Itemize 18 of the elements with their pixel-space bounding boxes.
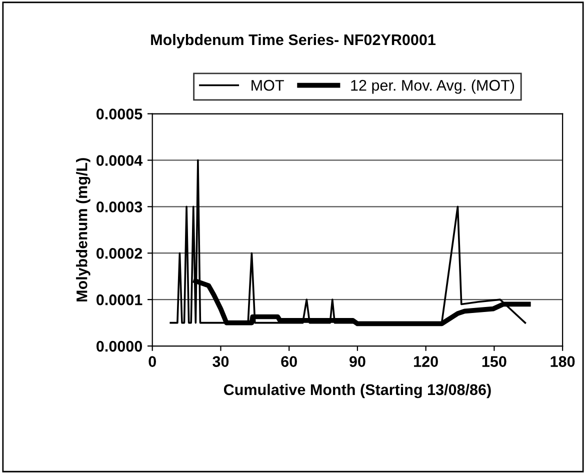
x-tick-label: 150 — [482, 356, 506, 367]
legend-label: MOT — [252, 80, 284, 91]
x-tick-label: 0 — [148, 356, 156, 367]
x-tick-label: 120 — [414, 356, 438, 367]
y-tick-label: 0.0004 — [96, 155, 143, 166]
y-tick-label: 0.0000 — [96, 340, 142, 352]
x-tick-label: 30 — [212, 356, 229, 367]
y-axis-title: Molybdenum (mg/L) — [76, 158, 90, 302]
x-tick-label: 90 — [349, 356, 366, 367]
legend-label: 12 per. Mov. Avg. (MOT) — [351, 80, 514, 94]
y-tick-label: 0.0001 — [96, 294, 142, 306]
x-axis-title: Cumulative Month (Starting 13/08/86) — [224, 384, 491, 398]
y-tick-label: 0.0005 — [96, 108, 142, 120]
chart-title: Molybdenum Time Series- NF02YR0001 — [151, 34, 436, 48]
x-tick-label: 180 — [550, 356, 575, 367]
y-tick-label: 0.0002 — [96, 248, 142, 259]
y-tick-label: 0.0003 — [96, 202, 142, 212]
x-tick-label: 60 — [281, 356, 297, 367]
